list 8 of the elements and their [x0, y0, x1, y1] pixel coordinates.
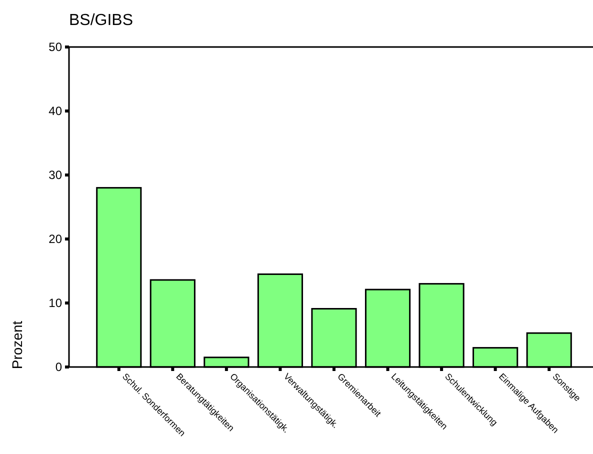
y-tick-label: 0	[55, 360, 62, 374]
chart-title: BS/GIBS	[69, 12, 134, 29]
y-tick-label: 50	[48, 40, 62, 54]
y-tick-label: 20	[48, 232, 62, 246]
y-tick-label: 40	[48, 104, 62, 118]
y-axis-title: Prozent	[9, 320, 25, 370]
y-tick-label: 10	[48, 296, 62, 310]
y-tick-label: 30	[48, 168, 62, 182]
